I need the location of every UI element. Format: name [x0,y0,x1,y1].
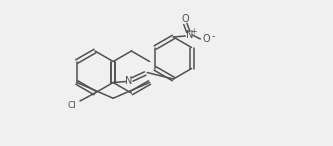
Text: O: O [181,14,189,24]
Text: -: - [212,31,215,41]
Text: N: N [186,30,193,40]
Text: N: N [126,75,133,86]
Text: +: + [190,27,196,35]
Text: Cl: Cl [68,100,77,110]
Text: O: O [202,34,210,44]
